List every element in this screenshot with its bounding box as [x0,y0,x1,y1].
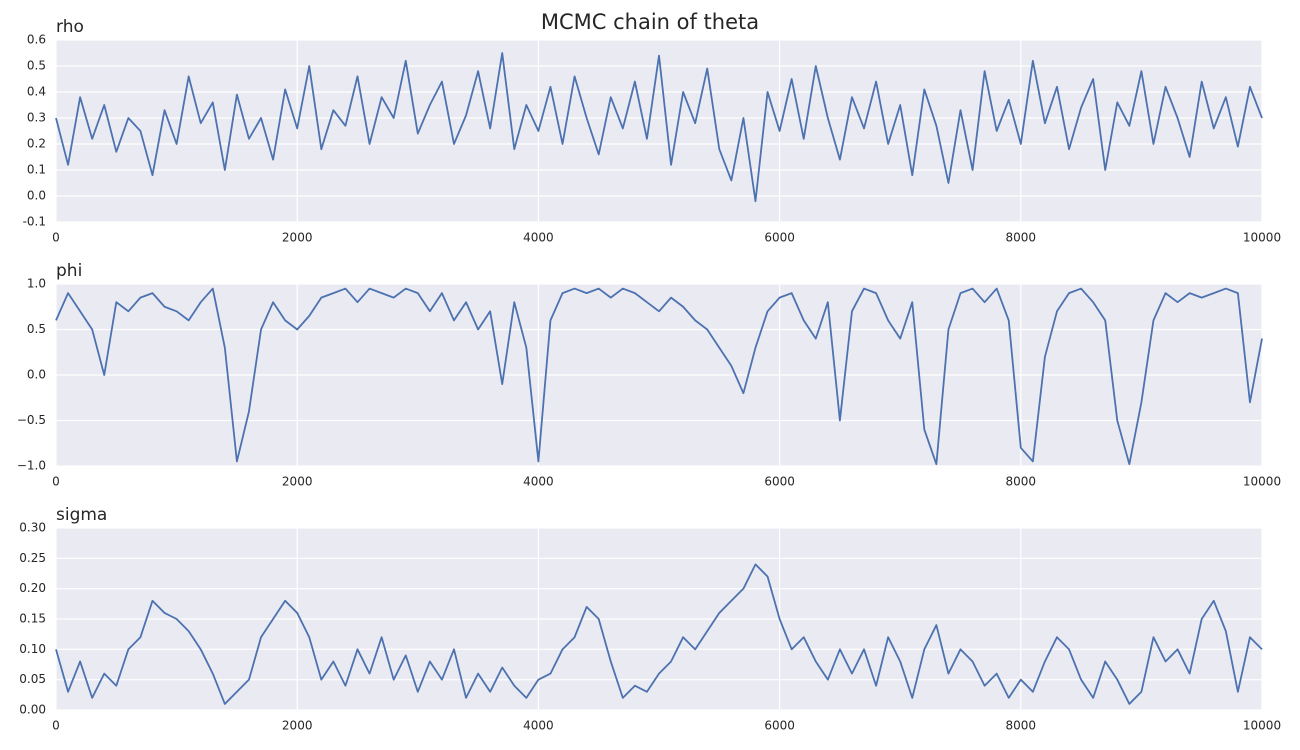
x-tick-label: 2000 [282,475,313,489]
x-tick-label: 10000 [1243,475,1281,489]
x-tick-label: 0 [52,475,60,489]
y-tick-label: 0.5 [27,59,46,73]
y-tick-label: 0.1 [27,163,46,177]
x-tick-label: 4000 [523,719,554,733]
x-tick-label: 2000 [282,719,313,733]
y-tick-label: 0.0 [27,368,46,382]
trace-line [55,563,1263,705]
y-tick-label: 0.00 [19,703,46,717]
y-tick-label: 0.15 [19,612,46,626]
y-tick-label: 1.0 [27,277,46,291]
subplot-title: phi [56,261,82,281]
y-tick-label: 0.0 [27,189,46,203]
plot-background [56,40,1262,222]
x-tick-label: 2000 [282,231,313,245]
x-tick-label: 4000 [523,231,554,245]
trace-line [55,287,1263,466]
x-tick-label: 0 [52,719,60,733]
y-tick-label: −0.5 [17,413,46,427]
x-tick-label: 8000 [1006,475,1037,489]
figure-title: MCMC chain of theta [541,10,759,34]
x-tick-label: 6000 [764,231,795,245]
y-tick-label: 0.4 [27,85,46,99]
y-tick-label: 0.30 [19,521,46,535]
y-tick-label: -0.1 [23,215,46,229]
y-tick-label: 0.20 [19,581,46,595]
y-tick-label: 0.10 [19,642,46,656]
subplot-title: rho [56,17,84,37]
x-tick-label: 6000 [764,719,795,733]
x-tick-label: 8000 [1006,231,1037,245]
y-tick-label: 0.05 [19,672,46,686]
trace-line [55,52,1263,203]
subplot-title: sigma [56,505,107,525]
y-tick-label: −1.0 [17,459,46,473]
y-tick-label: 0.25 [19,551,46,565]
y-tick-label: 0.3 [27,111,46,125]
y-tick-label: 0.6 [27,33,46,47]
x-tick-label: 10000 [1243,231,1281,245]
x-tick-label: 8000 [1006,719,1037,733]
x-tick-label: 0 [52,231,60,245]
x-tick-label: 6000 [764,475,795,489]
y-tick-label: 0.5 [27,322,46,336]
y-tick-label: 0.2 [27,137,46,151]
x-tick-label: 4000 [523,475,554,489]
x-tick-label: 10000 [1243,719,1281,733]
